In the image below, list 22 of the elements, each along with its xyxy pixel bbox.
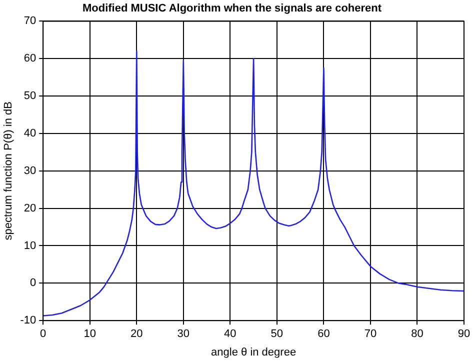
y-tick-label: -10 <box>20 314 36 327</box>
y-tick-label: 20 <box>24 202 36 214</box>
x-tick-label: 90 <box>458 328 470 340</box>
x-tick-label: 60 <box>318 328 330 340</box>
y-tick-label: 50 <box>24 90 36 102</box>
y-tick-label: 0 <box>30 277 36 290</box>
y-axis-title: spectrum function P(θ) in dB <box>2 102 15 240</box>
chart-title: Modified MUSIC Algorithm when the signals are coherent <box>82 2 382 15</box>
x-tick-label: 0 <box>40 328 46 340</box>
x-tick-label: 20 <box>130 328 143 340</box>
x-tick-label: 10 <box>84 328 96 340</box>
y-tick-label: 30 <box>24 164 36 177</box>
x-tick-label: 70 <box>364 328 377 340</box>
x-tick-label: 40 <box>224 328 236 340</box>
x-tick-label: 80 <box>411 328 424 340</box>
y-tick-label: 10 <box>24 240 36 252</box>
y-tick-label: 40 <box>24 128 36 140</box>
y-tick-label: 70 <box>24 15 36 28</box>
x-tick-label: 50 <box>270 328 284 340</box>
y-tick-label: 60 <box>24 52 36 65</box>
x-tick-label: 30 <box>177 328 190 340</box>
x-axis-title: angle θ in degree <box>211 346 296 358</box>
